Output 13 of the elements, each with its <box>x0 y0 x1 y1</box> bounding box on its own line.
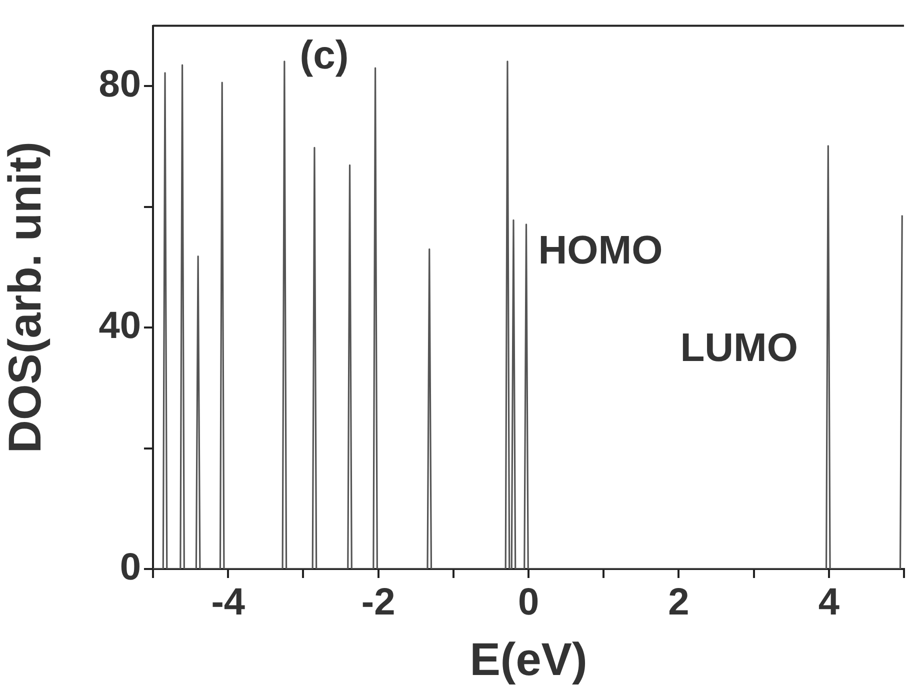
y-tick-label: 80 <box>98 64 141 106</box>
annotation: HOMO <box>538 228 663 272</box>
x-tick-label: -2 <box>361 581 396 624</box>
x-tick-label: -4 <box>211 581 245 624</box>
x-tick-label: 0 <box>518 581 540 624</box>
y-tick-label: 0 <box>120 546 141 588</box>
x-axis-title: E(eV) <box>470 633 588 686</box>
y-tick-label: 40 <box>98 305 141 348</box>
y-axis-title: DOS(arb. unit) <box>0 142 50 454</box>
x-tick-label: 2 <box>668 581 690 624</box>
annotation: LUMO <box>680 326 798 370</box>
x-tick-label: 4 <box>818 581 840 624</box>
chart-title: (c) <box>300 33 349 78</box>
